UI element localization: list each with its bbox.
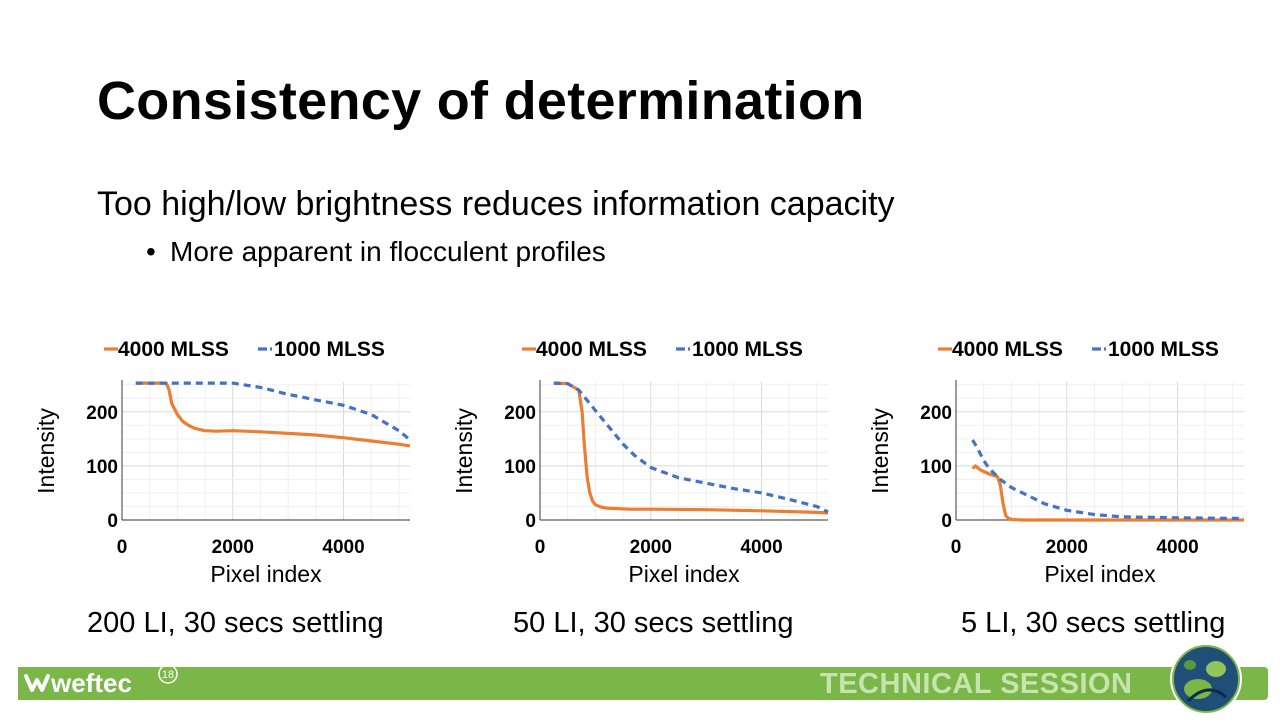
legend-label: 4000 MLSS	[536, 338, 647, 361]
plot-grid	[121, 382, 410, 521]
y-tick-label: 200	[504, 403, 536, 424]
chart-50-li: 0 100 200 0 2000 4000 Pixel index Intensity 4000…	[436, 325, 856, 605]
x-axis-label: Pixel index	[628, 561, 740, 587]
slide-title: Consistency of determination	[97, 71, 865, 131]
logo-superscript: 18	[162, 669, 174, 681]
y-tick-label: 0	[941, 511, 952, 532]
plot-grid	[539, 382, 828, 521]
x-tick-label: 0	[951, 537, 962, 558]
y-axis-label: Intensity	[867, 408, 893, 494]
y-tick-label: 0	[107, 511, 118, 532]
chart-caption-50-li: 50 LI, 30 secs settling	[513, 607, 794, 639]
series-line-4000-mlss	[971, 464, 1244, 522]
lily-pad-badge	[1168, 641, 1244, 717]
technical-session-label: TECHNICAL SESSION	[820, 668, 1133, 700]
x-tick-label: 4000	[740, 537, 782, 558]
x-tick-label: 4000	[1156, 537, 1198, 558]
series-line-1000-mlss	[135, 381, 412, 442]
bullet-text: More apparent in flocculent profiles	[170, 236, 606, 267]
series-line-1000-mlss	[971, 439, 1244, 520]
legend-label: 4000 MLSS	[118, 338, 229, 361]
chart-200-li: 0 100 200 0 2000 4000 Pixel index Intensity 4000…	[18, 325, 438, 605]
x-tick-label: 2000	[1046, 537, 1088, 558]
legend-label: 1000 MLSS	[274, 338, 385, 361]
legend-label: 1000 MLSS	[1108, 338, 1219, 361]
series-line-4000-mlss	[553, 381, 829, 515]
y-axis-label: Intensity	[451, 408, 477, 494]
slide-subtitle: Too high/low brightness reduces informat…	[97, 185, 895, 223]
bullet-dot-icon: •	[146, 236, 156, 267]
chart-5-li: 0 100 200 0 2000 4000 Pixel index Intensity 4000…	[852, 325, 1272, 605]
x-axis-label: Pixel index	[210, 561, 322, 587]
series-line-4000-mlss	[135, 381, 411, 448]
lily-pad-icon	[1170, 643, 1242, 715]
x-tick-label: 2000	[212, 537, 254, 558]
x-tick-label: 0	[535, 537, 546, 558]
series-line-1000-mlss	[553, 381, 829, 514]
chart-caption-200-li: 200 LI, 30 secs settling	[87, 607, 384, 639]
legend-label: 1000 MLSS	[692, 338, 803, 361]
x-tick-label: 0	[117, 537, 128, 558]
y-tick-label: 200	[86, 403, 118, 424]
y-tick-label: 100	[920, 457, 952, 478]
footer-bar	[18, 667, 1268, 700]
y-tick-label: 100	[86, 457, 118, 478]
plot-grid	[955, 382, 1244, 521]
y-tick-label: 0	[525, 511, 536, 532]
logo-text: weftec	[50, 668, 132, 698]
legend-label: 4000 MLSS	[952, 338, 1063, 361]
y-tick-label: 200	[920, 403, 952, 424]
x-tick-label: 4000	[322, 537, 364, 558]
weftec-logo: weftec 18	[20, 662, 180, 702]
x-axis-label: Pixel index	[1044, 561, 1156, 587]
y-axis-label: Intensity	[33, 408, 59, 494]
weftec-logo-icon: weftec 18	[24, 664, 178, 698]
chart-caption-5-li: 5 LI, 30 secs settling	[961, 607, 1226, 639]
y-tick-label: 100	[504, 457, 536, 478]
x-tick-label: 2000	[630, 537, 672, 558]
bullet-item: • More apparent in flocculent profiles	[146, 236, 606, 268]
